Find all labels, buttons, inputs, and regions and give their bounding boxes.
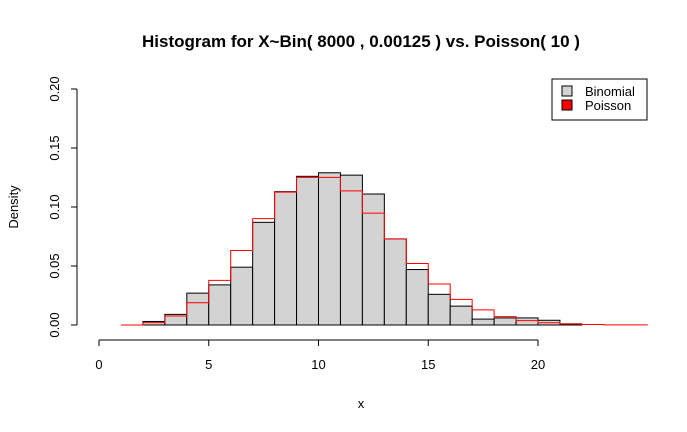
- legend-swatch: [561, 99, 573, 111]
- x-axis: 0 5 10 15 20: [95, 339, 545, 372]
- binomial-bar: [230, 266, 254, 326]
- binomial-bars: [142, 172, 583, 326]
- y-axis: 0.00 0.05 0.10 0.15 0.20: [47, 76, 78, 338]
- binomial-bar: [405, 269, 429, 326]
- binomial-bar: [361, 193, 385, 326]
- y-tick-label: 0.20: [47, 76, 62, 101]
- y-tick-label: 0.05: [47, 253, 62, 278]
- binomial-bar: [208, 284, 232, 326]
- legend-label: Poisson: [585, 98, 631, 113]
- y-tick-label: 0.00: [47, 312, 62, 337]
- y-tick-label: 0.15: [47, 135, 62, 160]
- binomial-bar: [296, 175, 319, 326]
- chart-title: Histogram for X~Bin( 8000 , 0.00125 ) vs…: [142, 32, 580, 51]
- binomial-bar: [383, 238, 407, 326]
- x-axis-label: x: [358, 396, 365, 411]
- x-tick-label: 20: [531, 357, 545, 372]
- binomial-bar: [318, 172, 341, 326]
- poisson-step-line: [120, 176, 648, 326]
- binomial-bar: [274, 191, 298, 326]
- binomial-bar: [252, 221, 276, 326]
- poisson-step-path: [120, 176, 648, 326]
- x-tick-label: 0: [95, 357, 102, 372]
- binomial-bar: [186, 292, 210, 326]
- legend-label: Binomial: [585, 84, 635, 99]
- binomial-bar: [449, 305, 473, 326]
- binomial-bar: [339, 174, 363, 326]
- x-tick-label: 15: [421, 357, 435, 372]
- binomial-bar: [471, 318, 495, 326]
- legend-swatch: [561, 85, 573, 97]
- binomial-bar: [515, 317, 539, 326]
- x-tick-label: 10: [311, 357, 325, 372]
- binomial-bar: [493, 317, 517, 326]
- y-axis-label: Density: [6, 185, 21, 229]
- x-tick-label: 5: [205, 357, 212, 372]
- binomial-bar: [427, 293, 451, 326]
- y-tick-label: 0.10: [47, 194, 62, 219]
- binomial-bar: [142, 320, 166, 326]
